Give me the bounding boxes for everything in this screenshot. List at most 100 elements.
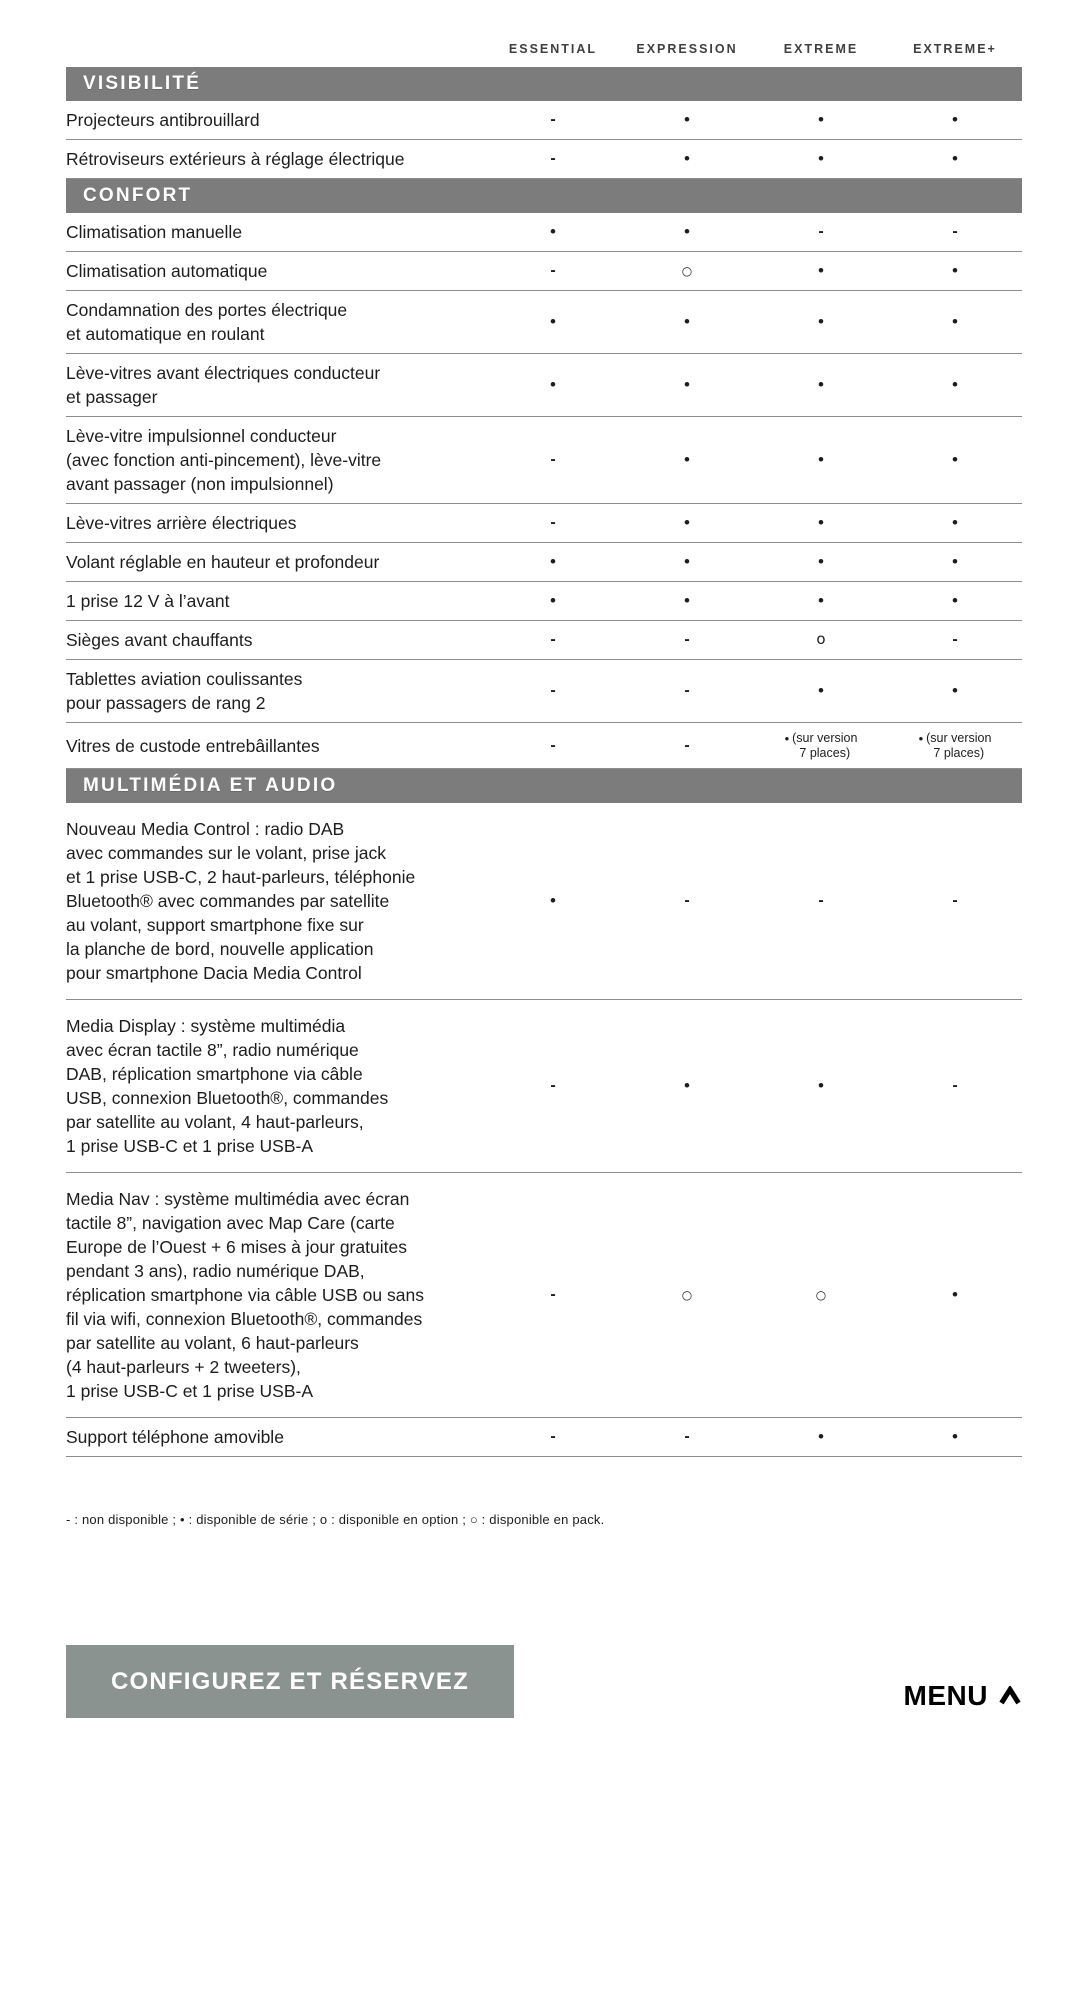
feature-label: Rétroviseurs extérieurs à réglage électr… bbox=[66, 139, 486, 179]
availability-symbol: ○ bbox=[681, 1288, 693, 1302]
feature-value: • bbox=[754, 101, 888, 140]
availability-symbol: • bbox=[952, 512, 958, 532]
feature-value: • bbox=[754, 251, 888, 291]
feature-row: Climatisation manuelle • • - - bbox=[66, 213, 1022, 252]
feature-value: - bbox=[888, 213, 1022, 252]
feature-value: • bbox=[754, 290, 888, 354]
availability-symbol: • bbox=[818, 1426, 824, 1446]
availability-symbol-with-note: • (sur version 7 places) bbox=[785, 731, 858, 761]
feature-value: - bbox=[486, 659, 620, 723]
feature-value: • bbox=[620, 542, 754, 582]
feature-value: • bbox=[888, 581, 1022, 621]
feature-value: • bbox=[888, 416, 1022, 504]
feature-value: - bbox=[888, 620, 1022, 660]
feature-value: • bbox=[888, 1417, 1022, 1457]
feature-value: ○ bbox=[620, 1172, 754, 1418]
feature-row: Tablettes aviation coulissantes pour pass… bbox=[66, 659, 1022, 723]
feature-value: • bbox=[888, 251, 1022, 291]
configure-reserve-button[interactable]: CONFIGUREZ ET RÉSERVEZ bbox=[66, 1645, 514, 1718]
feature-value: - bbox=[620, 1417, 754, 1457]
availability-symbol: • bbox=[818, 148, 824, 168]
feature-label: Projecteurs antibrouillard bbox=[66, 101, 486, 140]
section-header-multimedia-et-audio: MULTIMÉDIA ET AUDIO bbox=[66, 769, 1022, 803]
feature-value: • bbox=[620, 139, 754, 179]
feature-value: - bbox=[620, 659, 754, 723]
availability-symbol: • bbox=[818, 374, 824, 394]
column-header-essential: ESSENTIAL bbox=[508, 42, 598, 56]
availability-symbol: • bbox=[684, 221, 690, 241]
page: ESSENTIAL EXPRESSION EXTREME EXTREME+ VISIB… bbox=[66, 42, 1022, 1718]
chevron-up-icon bbox=[999, 1686, 1021, 1705]
feature-row: Projecteurs antibrouillard - • • • bbox=[66, 101, 1022, 140]
feature-row: Vitres de custode entrebâillantes - - • (sur… bbox=[66, 722, 1022, 769]
feature-value: ○ bbox=[620, 251, 754, 291]
availability-symbol: - bbox=[684, 736, 690, 754]
feature-value: • bbox=[486, 213, 620, 252]
feature-value: • bbox=[486, 290, 620, 354]
availability-symbol: • bbox=[818, 512, 824, 532]
feature-value: • bbox=[754, 139, 888, 179]
availability-symbol: - bbox=[550, 736, 556, 754]
availability-symbol: • bbox=[818, 590, 824, 610]
feature-label: Support téléphone amovible bbox=[66, 1417, 486, 1457]
feature-label: Tablettes aviation coulissantes pour pass… bbox=[66, 659, 486, 723]
availability-symbol: - bbox=[684, 892, 690, 909]
availability-symbol: • bbox=[952, 148, 958, 168]
availability-symbol: • bbox=[952, 311, 958, 331]
feature-row: Climatisation automatique - ○ • • bbox=[66, 251, 1022, 291]
availability-symbol: - bbox=[550, 1077, 556, 1094]
feature-value: • bbox=[888, 353, 1022, 417]
feature-row: Media Display : système multimédia avec é… bbox=[66, 999, 1022, 1173]
feature-label: 1 prise 12 V à l’avant bbox=[66, 581, 486, 621]
feature-label: Lève-vitres arrière électriques bbox=[66, 503, 486, 543]
availability-symbol: - bbox=[684, 682, 690, 699]
feature-row: Sièges avant chauffants - - o - bbox=[66, 620, 1022, 660]
availability-symbol: - bbox=[952, 892, 958, 909]
feature-row: 1 prise 12 V à l’avant • • • • bbox=[66, 581, 1022, 621]
availability-symbol: • bbox=[684, 551, 690, 571]
availability-symbol: - bbox=[550, 1428, 556, 1445]
feature-value: - bbox=[888, 803, 1022, 1000]
availability-symbol: • bbox=[818, 449, 824, 469]
feature-row: Rétroviseurs extérieurs à réglage électr… bbox=[66, 139, 1022, 179]
availability-symbol: • bbox=[550, 311, 556, 331]
feature-row: Lève-vitre impulsionnel conducteur (avec … bbox=[66, 416, 1022, 504]
feature-value: - bbox=[620, 722, 754, 769]
feature-label: Climatisation automatique bbox=[66, 251, 486, 291]
column-header-extreme: EXTREME bbox=[783, 42, 859, 56]
availability-symbol: • bbox=[550, 374, 556, 394]
feature-value: - bbox=[486, 416, 620, 504]
feature-value: - bbox=[620, 803, 754, 1000]
feature-label: Vitres de custode entrebâillantes bbox=[66, 722, 486, 769]
feature-value: - bbox=[486, 620, 620, 660]
legend: - : non disponible ; • : disponible de s… bbox=[66, 1512, 605, 1527]
availability-symbol: - bbox=[550, 631, 556, 648]
availability-symbol: - bbox=[684, 1428, 690, 1445]
feature-value: • bbox=[620, 999, 754, 1173]
menu-label: MENU bbox=[903, 1680, 988, 1711]
feature-value: • bbox=[888, 290, 1022, 354]
feature-value: o bbox=[754, 620, 888, 660]
feature-label: Condamnation des portes électrique et aut… bbox=[66, 290, 486, 354]
feature-value: • bbox=[754, 659, 888, 723]
availability-symbol: • bbox=[818, 551, 824, 571]
feature-value: - bbox=[888, 999, 1022, 1173]
feature-value: • bbox=[754, 503, 888, 543]
availability-symbol: • bbox=[684, 449, 690, 469]
availability-symbol: - bbox=[818, 223, 824, 240]
availability-symbol: • bbox=[952, 1426, 958, 1446]
feature-value: • bbox=[888, 1172, 1022, 1418]
trim-table: ESSENTIAL EXPRESSION EXTREME EXTREME+ VISIB… bbox=[66, 42, 1022, 1457]
feature-value: - bbox=[620, 620, 754, 660]
feature-value: - bbox=[486, 139, 620, 179]
availability-symbol: • bbox=[684, 590, 690, 610]
section-row-visibilite: VISIBILITÉ bbox=[66, 67, 1022, 101]
feature-value: • bbox=[620, 353, 754, 417]
availability-symbol: • bbox=[952, 1284, 958, 1304]
availability-symbol: - bbox=[550, 451, 556, 468]
availability-symbol: • bbox=[684, 374, 690, 394]
availability-symbol: • bbox=[952, 109, 958, 129]
feature-row: Lève-vitres arrière électriques - • • • bbox=[66, 503, 1022, 543]
menu-link[interactable]: MENU bbox=[904, 1680, 1022, 1712]
feature-value: • bbox=[620, 581, 754, 621]
